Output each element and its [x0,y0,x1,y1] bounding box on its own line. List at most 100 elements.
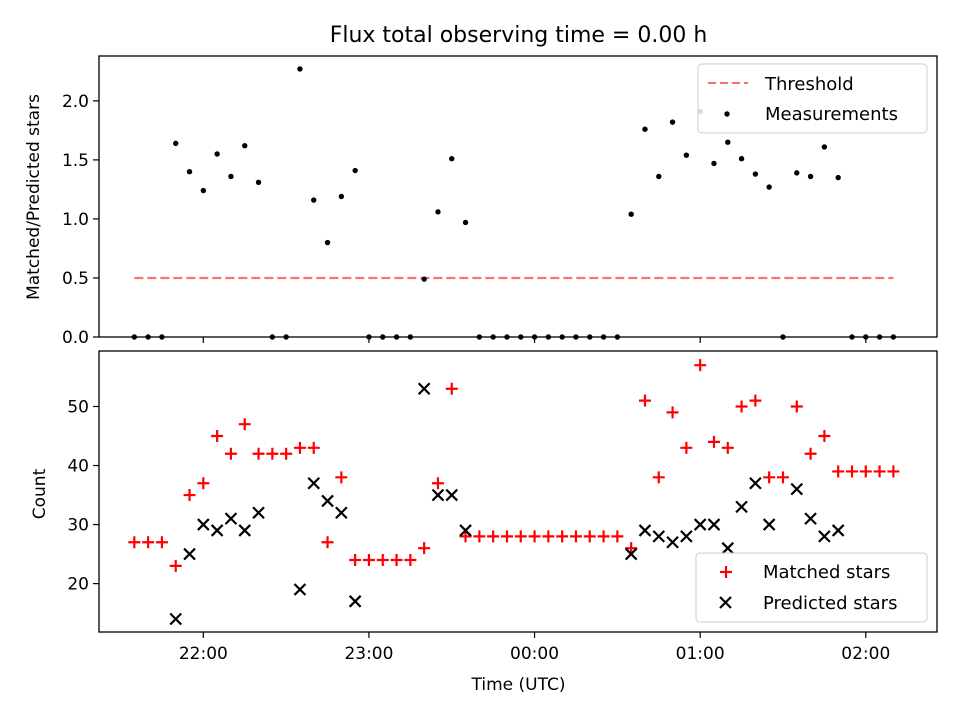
top-axes-frame [98,55,938,338]
matched-star-point [832,465,845,478]
matched-star-point [528,530,541,543]
measurement-point [297,66,303,72]
legend-matched-label: Matched stars [763,562,890,583]
matched-star-point [500,530,513,543]
ratio-panel: Flux total observing time = 0.00 h Match… [24,23,938,348]
predicted-star-point [831,524,845,537]
matched-star-point [487,530,500,543]
predicted-star-point [459,524,472,537]
matched-star-point [376,553,389,566]
predicted-star-point [321,494,334,508]
predicted-star-point [652,530,666,543]
matched-star-point [556,530,569,543]
matched-star-point [473,530,486,543]
predicted-star-point [417,382,431,396]
legend-measurements-label: Measurements [765,104,898,125]
matched-star-point [445,382,458,395]
predicted-star-point [445,488,459,502]
matched-star-point [390,553,403,566]
bottom-x-tick-label: 02:00 [841,644,890,664]
predicted-star-point [790,482,804,496]
predicted-star-point [707,518,721,531]
top-y-tick-label: 0.0 [62,328,89,348]
matched-star-point [569,530,582,543]
measurement-point [656,173,662,180]
measurement-point [628,211,634,217]
bottom-plot-area [128,359,900,626]
legend-predicted-label: Predicted stars [763,593,897,614]
matched-star-point [735,400,748,413]
matched-star-point [790,400,803,413]
predicted-star-point [183,547,196,561]
predicted-star-point [224,512,238,525]
measurement-point [186,169,193,175]
matched-star-point [404,553,417,566]
matched-star-point [749,394,762,407]
bottom-x-tick-label: 00:00 [510,644,559,664]
bottom-y-tick-label: 30 [67,516,89,536]
matched-star-point [652,471,665,484]
predicted-star-point [818,530,831,543]
matched-star-point [776,471,789,484]
measurement-point [807,173,814,180]
matched-star-point [666,406,679,419]
measurement-point [214,151,220,157]
predicted-star-point [735,500,748,514]
matched-star-point [818,430,831,443]
matched-star-point [155,536,168,549]
predicted-star-point [293,583,307,596]
series-predicted-stars [169,382,845,626]
measurement-point [352,167,358,174]
matched-star-point [542,530,555,543]
bottom-y-tick-label: 20 [67,575,89,595]
bottom-legend-box [695,552,928,623]
predicted-star-point [238,524,252,537]
measurement-point [435,209,441,215]
chart-title: Flux total observing time = 0.00 h [330,23,708,48]
predicted-star-point [693,518,707,531]
measurement-point [200,187,207,194]
matched-star-point [721,441,734,454]
predicted-star-point [624,547,638,561]
matched-star-point [804,447,817,460]
predicted-star-point [307,476,321,490]
x-axis-label: Time (UTC) [471,675,566,695]
measurement-point [725,139,731,145]
matched-star-point [873,465,886,478]
matched-star-point [307,441,320,454]
predicted-star-point [680,530,693,543]
matched-star-point [514,530,527,543]
measurement-point [711,160,717,167]
series-matched-stars [128,359,900,572]
bottom-axes-frame [98,350,938,633]
matched-star-point [169,559,182,572]
measurement-point [835,174,841,181]
measurement-point [766,184,772,190]
predicted-star-point [252,506,265,520]
matched-star-point [418,542,431,555]
measurement-point [255,179,262,186]
measurement-point [752,171,759,177]
matched-star-point [197,477,210,490]
predicted-star-point [335,506,348,520]
bottom-y-tick-label: 50 [67,397,89,417]
predicted-star-point [169,612,183,626]
matched-star-point [335,471,348,484]
matched-star-point [845,465,858,478]
measurement-point [228,173,234,180]
predicted-star-point [197,518,210,531]
bottom-y-tick-label: 40 [67,457,89,477]
measurement-point [421,276,427,282]
measurement-point [242,143,248,149]
legend-matched-swatch [720,566,732,578]
matched-star-point [293,441,306,454]
measurement-point [738,156,745,162]
bottom-y-axis-label: Count [30,468,50,519]
matched-star-point [887,465,900,478]
top-y-tick-label: 1.5 [62,151,89,171]
matched-star-point [694,359,707,372]
top-y-tick-label: 2.0 [62,92,89,112]
matched-star-point [431,477,444,490]
matched-star-point [349,553,362,566]
